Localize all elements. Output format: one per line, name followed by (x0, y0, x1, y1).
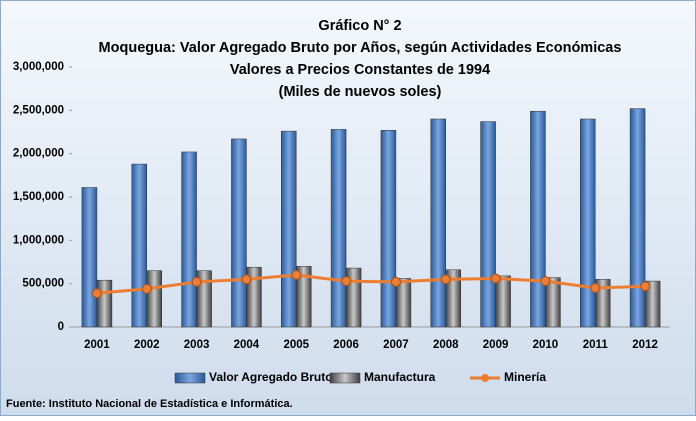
bar (81, 187, 98, 328)
y-tick-label: 500,000 (22, 278, 64, 290)
legend-label: Valor Agregado Bruto (209, 370, 333, 384)
x-tick-label: 2011 (583, 339, 609, 351)
bar (96, 279, 113, 328)
y-tick-label: 0 (58, 321, 64, 333)
y-tick-label: 2,000,000 (13, 148, 64, 160)
x-tick-label: 2004 (234, 339, 260, 351)
legend-swatch (329, 372, 361, 384)
y-tick-label: 1,000,000 (13, 234, 64, 246)
x-tick-label: 2006 (333, 339, 359, 351)
bar (644, 280, 661, 328)
marker (640, 281, 651, 292)
marker (291, 270, 302, 280)
chart-title: Moquegua: Valor Agregado Bruto por Años,… (99, 40, 622, 56)
bar (445, 269, 461, 328)
legend-label: Manufactura (364, 370, 436, 384)
marker (490, 273, 501, 284)
bar (181, 151, 197, 328)
line (96, 273, 646, 295)
bar (530, 110, 546, 328)
bar (580, 118, 596, 328)
chart-title: Valores a Precios Constantes de 1994 (230, 62, 490, 78)
legend-swatch (174, 372, 206, 384)
bar (395, 278, 412, 328)
marker (590, 283, 601, 293)
marker (540, 276, 551, 287)
legend-swatch (481, 374, 489, 382)
bar (545, 277, 561, 328)
bar (296, 266, 312, 328)
bar (281, 130, 297, 328)
bar (629, 108, 646, 328)
y-tick-label: 2,500,000 (13, 104, 64, 116)
marker (91, 288, 102, 299)
x-tick-label: 2007 (383, 339, 409, 351)
chart-title: Gráfico N° 2 (318, 18, 401, 34)
x-tick-label: 2003 (184, 339, 210, 351)
y-tick-label: 1,500,000 (13, 191, 64, 203)
x-tick-label: 2009 (483, 339, 509, 351)
chart-title: (Miles de nuevos soles) (279, 84, 442, 100)
x-tick-label: 2001 (84, 339, 110, 351)
marker (440, 274, 451, 285)
bar (146, 270, 162, 328)
x-tick-label: 2005 (283, 339, 309, 351)
marker (341, 276, 352, 287)
bar (231, 138, 247, 328)
bar (380, 130, 397, 328)
bar (430, 118, 446, 328)
marker (191, 276, 202, 287)
bar (131, 163, 147, 328)
x-tick-label: 2002 (134, 339, 160, 351)
y-tick-label: 3,000,000 (13, 61, 64, 73)
marker (141, 283, 152, 294)
x-tick-label: 2012 (632, 339, 658, 351)
marker (241, 274, 252, 285)
bar (330, 129, 347, 328)
source-note: Fuente: Instituto Nacional de Estadístic… (6, 398, 293, 410)
bar (480, 121, 496, 328)
x-tick-label: 2008 (433, 339, 459, 351)
x-tick-label: 2010 (533, 339, 559, 351)
legend-label: Minería (504, 370, 546, 384)
marker (390, 276, 401, 287)
bar (495, 275, 511, 328)
